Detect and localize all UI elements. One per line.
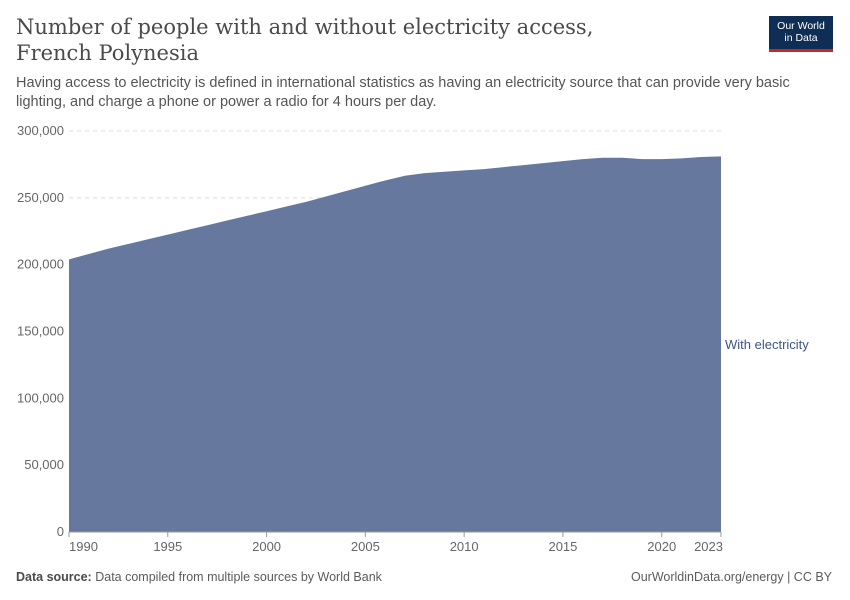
x-tick-label: 2000 (252, 539, 281, 554)
x-tick-label: 2023 (694, 539, 723, 554)
x-tick-label: 2015 (548, 539, 577, 554)
y-tick-label: 250,000 (17, 190, 64, 205)
series-label-with-electricity: With electricity (725, 337, 809, 352)
data-source: Data source: Data compiled from multiple… (16, 570, 382, 584)
chart-title: Number of people with and without electr… (16, 15, 594, 65)
x-tick-label: 2020 (647, 539, 676, 554)
y-tick-label: 200,000 (17, 257, 64, 272)
y-tick-label: 100,000 (17, 390, 64, 405)
chart-subtitle: Having access to electricity is defined … (16, 75, 790, 110)
data-source-text[interactable]: Data compiled from multiple sources by W… (95, 570, 382, 584)
x-tick-label: 1995 (153, 539, 182, 554)
x-tick-label: 1990 (69, 539, 98, 554)
y-tick-label: 300,000 (17, 123, 64, 138)
logo-line-2: in Data (784, 32, 818, 44)
owid-logo[interactable]: Our World in Data (769, 16, 833, 52)
y-tick-label: 0 (57, 524, 64, 539)
x-tick-label: 2010 (450, 539, 479, 554)
credit-link[interactable]: OurWorldinData.org/energy | CC BY (630, 570, 832, 584)
data-source-label: Data source: (16, 570, 92, 584)
x-tick-label: 2005 (351, 539, 380, 554)
y-tick-label: 150,000 (17, 324, 64, 339)
logo-line-1: Our World (777, 20, 825, 32)
area-with-electricity (69, 156, 721, 532)
y-tick-label: 50,000 (24, 457, 64, 472)
